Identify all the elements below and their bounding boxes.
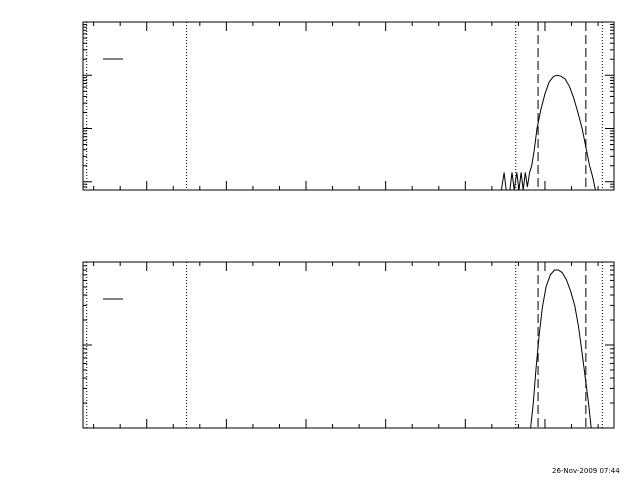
data-series-line: [500, 74, 596, 190]
plot-frame: [82, 261, 615, 429]
timestamp: 26-Nov-2009 07:44: [552, 467, 620, 475]
data-series-line: [530, 269, 592, 428]
plot-frame: [82, 21, 615, 191]
chart-panel-1: [82, 21, 615, 191]
chart-panel-2: [82, 261, 615, 429]
